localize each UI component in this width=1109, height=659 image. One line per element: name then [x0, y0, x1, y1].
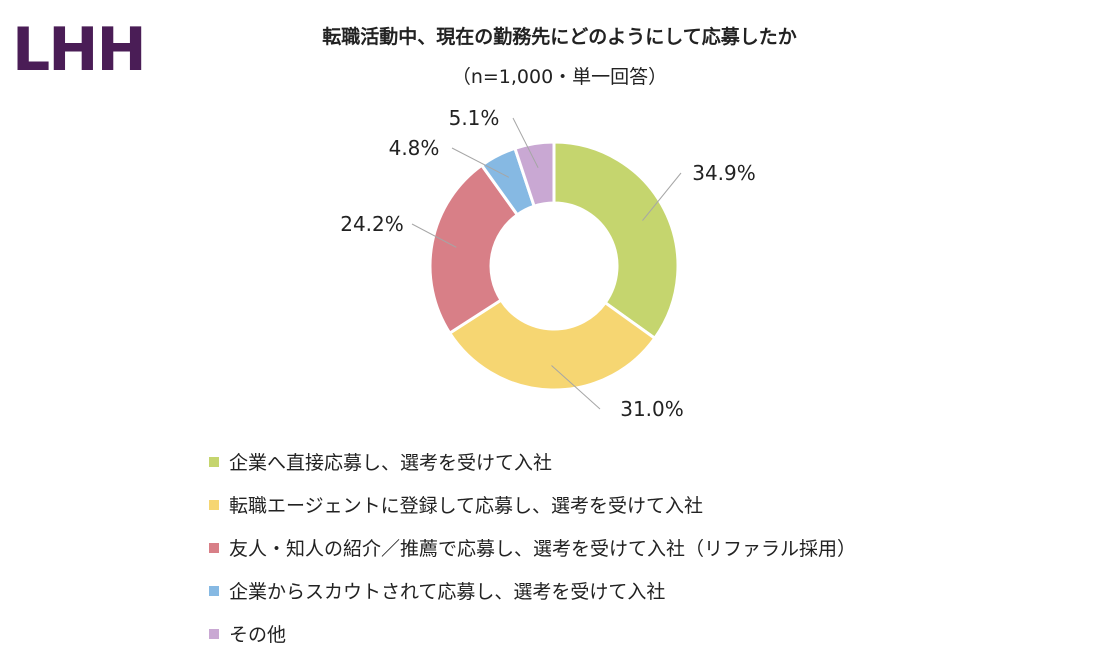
- leader-line: [411, 223, 457, 248]
- legend-item: 友人・知人の紹介／推薦で応募し、選考を受けて入社（リファラル採用）: [209, 526, 856, 569]
- data-label: 5.1%: [449, 106, 500, 130]
- chart-subtitle: （n=1,000・単一回答）: [0, 62, 1109, 89]
- leader-line: [642, 172, 682, 221]
- legend-label: 企業へ直接応募し、選考を受けて入社: [229, 452, 553, 474]
- chart-title: 転職活動中、現在の勤務先にどのようにして応募したか: [0, 22, 1109, 49]
- legend-item: 企業からスカウトされて応募し、選考を受けて入社: [209, 569, 856, 612]
- donut-slice: [552, 140, 680, 341]
- donut-chart: 34.9% 31.0% 24.2% 4.8% 5.1%: [340, 106, 756, 421]
- legend-item: 企業へ直接応募し、選考を受けて入社: [209, 440, 856, 483]
- legend-label: 転職エージェントに登録して応募し、選考を受けて入社: [229, 495, 704, 517]
- leader-line: [451, 147, 510, 178]
- legend-label: 友人・知人の紹介／推薦で応募し、選考を受けて入社（リファラル採用）: [229, 538, 857, 560]
- data-label: 34.9%: [692, 161, 756, 185]
- legend-swatch: [209, 585, 219, 596]
- lhh-logo: LHH: [12, 15, 147, 85]
- legend-swatch: [209, 542, 219, 553]
- data-label: 31.0%: [620, 397, 684, 421]
- legend-swatch: [209, 628, 219, 639]
- donut-slice: [428, 163, 520, 336]
- leader-line: [512, 117, 539, 168]
- legend-label: その他: [229, 624, 287, 646]
- data-label: 4.8%: [389, 136, 440, 160]
- data-label: 24.2%: [340, 212, 404, 236]
- legend-swatch: [209, 499, 219, 510]
- legend-swatch: [209, 456, 219, 467]
- leader-line: [551, 365, 601, 410]
- legend-item: その他: [209, 612, 856, 655]
- chart-subtitle-text: （n=1,000・単一回答）: [451, 66, 668, 88]
- legend-label: 企業からスカウトされて応募し、選考を受けて入社: [229, 581, 666, 603]
- chart-legend: 企業へ直接応募し、選考を受けて入社 転職エージェントに登録して応募し、選考を受け…: [209, 440, 856, 655]
- donut-slice: [447, 298, 657, 392]
- legend-item: 転職エージェントに登録して応募し、選考を受けて入社: [209, 483, 856, 526]
- chart-title-text: 転職活動中、現在の勤務先にどのようにして応募したか: [322, 26, 797, 48]
